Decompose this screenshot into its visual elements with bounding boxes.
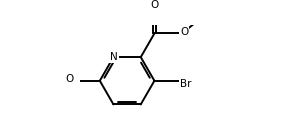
- Text: O: O: [150, 0, 158, 10]
- Text: O: O: [180, 27, 189, 37]
- Text: Br: Br: [180, 79, 191, 89]
- Text: N: N: [110, 52, 117, 62]
- Text: O: O: [65, 74, 74, 84]
